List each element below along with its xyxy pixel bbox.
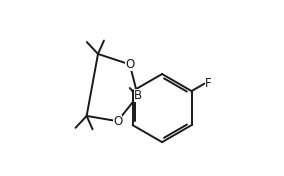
Text: F: F bbox=[204, 77, 211, 90]
Text: O: O bbox=[113, 115, 122, 128]
Text: B: B bbox=[134, 89, 142, 102]
Text: O: O bbox=[125, 58, 134, 71]
